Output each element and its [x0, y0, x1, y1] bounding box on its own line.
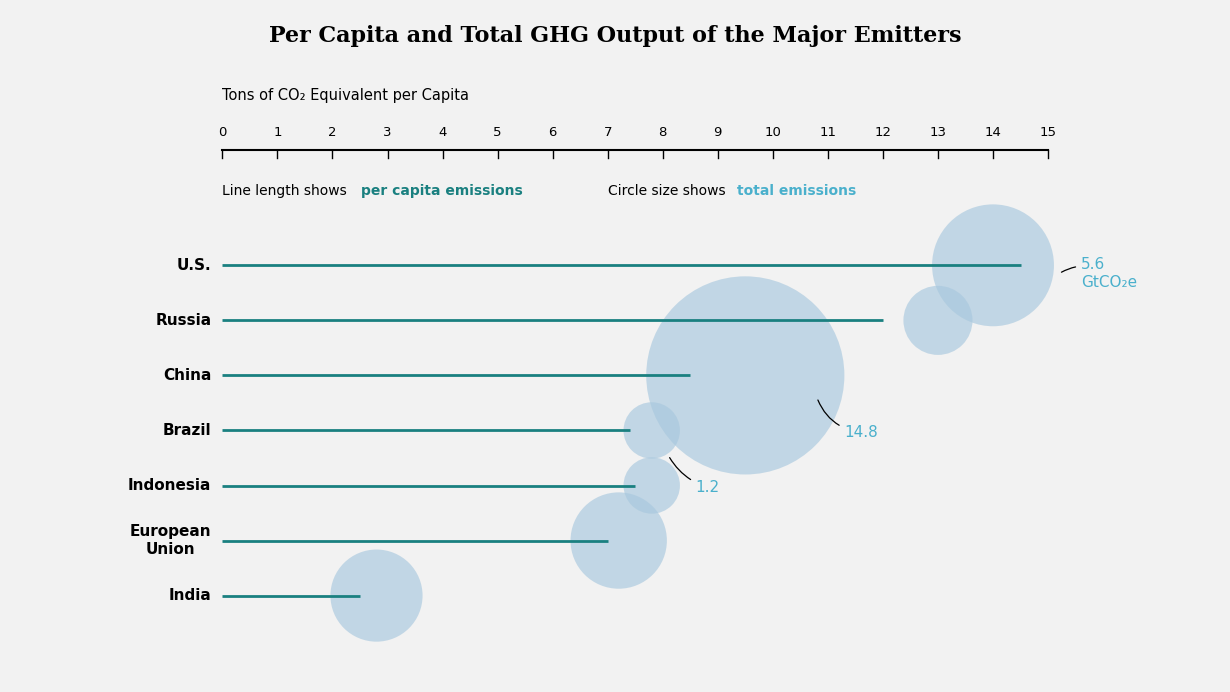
Text: 14.8: 14.8: [818, 400, 878, 440]
Text: 6: 6: [549, 126, 557, 138]
Text: 0: 0: [218, 126, 226, 138]
Text: 8: 8: [658, 126, 667, 138]
Text: Per Capita and Total GHG Output of the Major Emitters: Per Capita and Total GHG Output of the M…: [268, 26, 962, 47]
Text: U.S.: U.S.: [177, 258, 212, 273]
Ellipse shape: [331, 549, 423, 641]
Text: 15: 15: [1039, 126, 1057, 138]
Text: 9: 9: [713, 126, 722, 138]
Text: Circle size shows: Circle size shows: [608, 184, 729, 198]
Text: India: India: [169, 588, 212, 603]
Ellipse shape: [932, 204, 1054, 326]
Text: Line length shows: Line length shows: [223, 184, 352, 198]
Text: 5: 5: [493, 126, 502, 138]
Text: 1.2: 1.2: [669, 457, 720, 495]
Text: 1: 1: [273, 126, 282, 138]
Text: Brazil: Brazil: [162, 423, 212, 438]
Text: 4: 4: [438, 126, 446, 138]
Text: 13: 13: [930, 126, 946, 138]
Ellipse shape: [571, 493, 667, 589]
Text: Indonesia: Indonesia: [128, 478, 212, 493]
Ellipse shape: [903, 286, 973, 355]
Text: Russia: Russia: [155, 313, 212, 328]
Text: 5.6
GtCO₂e: 5.6 GtCO₂e: [1061, 257, 1138, 290]
Text: 3: 3: [384, 126, 392, 138]
Text: 2: 2: [328, 126, 337, 138]
Ellipse shape: [646, 276, 844, 475]
Text: 12: 12: [875, 126, 892, 138]
Text: European
Union: European Union: [129, 525, 212, 557]
Text: per capita emissions: per capita emissions: [362, 184, 523, 198]
Text: 14: 14: [984, 126, 1001, 138]
Text: 10: 10: [764, 126, 781, 138]
Text: China: China: [164, 368, 212, 383]
Text: total emissions: total emissions: [737, 184, 856, 198]
Text: 7: 7: [604, 126, 613, 138]
Text: Tons of CO₂ Equivalent per Capita: Tons of CO₂ Equivalent per Capita: [223, 88, 470, 103]
Text: 11: 11: [819, 126, 836, 138]
Ellipse shape: [624, 457, 680, 513]
Ellipse shape: [624, 402, 680, 459]
